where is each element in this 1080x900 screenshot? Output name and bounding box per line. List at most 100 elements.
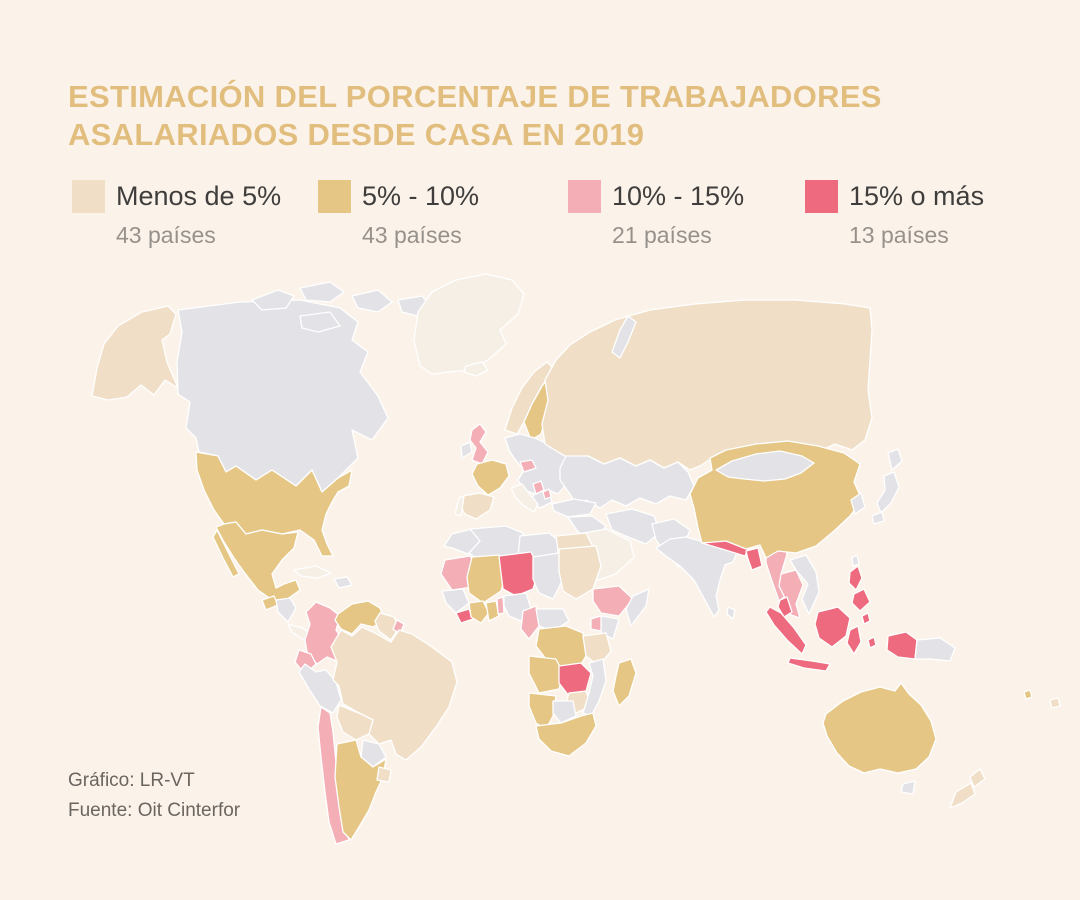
country-indonesia	[765, 606, 807, 655]
country-india	[655, 536, 738, 618]
country-sudan	[558, 545, 602, 600]
country-turkey	[551, 498, 597, 518]
country-uk	[469, 423, 489, 465]
country-guatemala	[261, 595, 279, 611]
country-indonesia	[886, 631, 918, 660]
country-arctic-islands	[299, 311, 341, 333]
country-france	[471, 459, 510, 496]
country-arctic-islands	[299, 281, 345, 303]
country-benin	[496, 596, 505, 615]
country-malaysia	[777, 596, 793, 618]
country-alaska	[91, 305, 179, 401]
credit-source: Fuente: Oit Cinterfor	[68, 800, 241, 821]
country-arctic-islands	[251, 289, 295, 311]
country-sri-lanka	[726, 606, 736, 620]
country-brazil	[330, 626, 458, 761]
title-line-2: ASALARIADOS DESDE CASA EN 2019	[68, 117, 645, 152]
country-botswana	[552, 700, 577, 724]
country-south-africa	[535, 712, 597, 757]
legend-count-5to10: 43 países	[362, 222, 462, 248]
country-greenland	[413, 273, 525, 375]
country-balkans	[542, 488, 552, 500]
country-papua-new-guinea	[914, 637, 956, 662]
country-guyana-suriname	[374, 612, 400, 641]
country-pacific-islands	[1049, 697, 1061, 709]
country-argentina	[334, 739, 387, 841]
country-hispaniola	[333, 576, 353, 589]
legend-label-15plus: 15% o más	[849, 181, 985, 211]
country-ivory-coast	[468, 600, 490, 624]
country-japan	[871, 511, 885, 525]
country-cameroon	[520, 605, 540, 640]
country-philippines	[848, 565, 863, 591]
country-portugal	[454, 495, 465, 517]
country-italy	[510, 483, 539, 513]
legend-swatch-5to10	[318, 180, 351, 213]
country-angola	[528, 655, 564, 694]
country-iran	[605, 508, 661, 545]
country-tasmania	[900, 780, 916, 795]
legend-item-10to15: 10% - 15% 21 países	[568, 180, 744, 249]
country-cuba	[293, 565, 332, 579]
legend-label-10to15: 10% - 15%	[612, 181, 745, 211]
country-madagascar	[612, 658, 637, 707]
legend-swatch-15plus	[805, 180, 838, 213]
country-ireland	[460, 441, 473, 459]
country-philippines	[851, 588, 871, 612]
country-indonesia	[861, 612, 871, 625]
legend-item-5to10: 5% - 10% 43 países	[318, 180, 479, 249]
country-south-korea	[850, 492, 866, 515]
country-australia	[822, 682, 937, 774]
country-ghana	[485, 600, 500, 622]
country-czechia	[519, 459, 537, 473]
country-iceland	[463, 361, 489, 377]
country-thailand	[778, 569, 804, 619]
country-indonesia	[846, 625, 862, 655]
country-new-zealand	[949, 782, 976, 809]
country-balkans	[532, 480, 545, 495]
country-russia	[541, 299, 873, 471]
country-tanzania	[582, 632, 612, 667]
country-peru	[298, 663, 342, 714]
country-indonesia	[814, 606, 851, 648]
legend-swatch-lt5	[72, 180, 105, 213]
legend-count-10to15: 21 países	[612, 222, 712, 248]
legend-item-15plus: 15% o más 13 países	[805, 180, 984, 249]
country-mexico	[212, 529, 240, 578]
country-taiwan	[851, 554, 860, 567]
country-uganda	[590, 615, 602, 632]
country-uruguay	[376, 766, 392, 783]
country-fiji	[1023, 689, 1033, 700]
legend-label-lt5: Menos de 5%	[116, 181, 282, 211]
country-novaya-zemlya	[611, 315, 637, 359]
country-honduras-nicaragua	[275, 597, 297, 623]
legend-count-15plus: 13 países	[849, 222, 949, 248]
country-niger	[498, 551, 540, 597]
credit-graphic: Gráfico: LR-VT	[68, 770, 195, 791]
country-japan	[887, 448, 903, 471]
country-mongolia	[715, 450, 815, 482]
legend-item-lt5: Menos de 5% 43 países	[72, 180, 281, 249]
country-new-zealand	[969, 768, 986, 788]
country-paraguay	[360, 739, 387, 768]
credits: Gráfico: LR-VT Fuente: Oit Cinterfor	[68, 766, 240, 826]
country-somalia	[625, 588, 650, 627]
country-senegal-guinea	[441, 588, 470, 614]
country-indonesia	[867, 636, 877, 649]
country-mexico	[215, 521, 301, 601]
country-indonesia	[787, 657, 831, 672]
title-line-1: ESTIMACIÓN DEL PORCENTAJE DE TRABAJADORE…	[68, 79, 882, 114]
legend-swatch-10to15	[568, 180, 601, 213]
country-bolivia	[336, 704, 374, 741]
country-venezuela	[334, 600, 385, 635]
country-ethiopia	[592, 585, 634, 617]
country-indochina	[789, 554, 820, 615]
country-liberia	[455, 608, 474, 624]
page-title: ESTIMACIÓN DEL PORCENTAJE DE TRABAJADORE…	[68, 78, 968, 154]
country-bangladesh	[745, 547, 763, 571]
legend-count-lt5: 43 países	[116, 222, 216, 248]
legend-label-5to10: 5% - 10%	[362, 181, 480, 211]
country-japan	[876, 471, 900, 514]
country-arctic-islands	[351, 289, 393, 313]
